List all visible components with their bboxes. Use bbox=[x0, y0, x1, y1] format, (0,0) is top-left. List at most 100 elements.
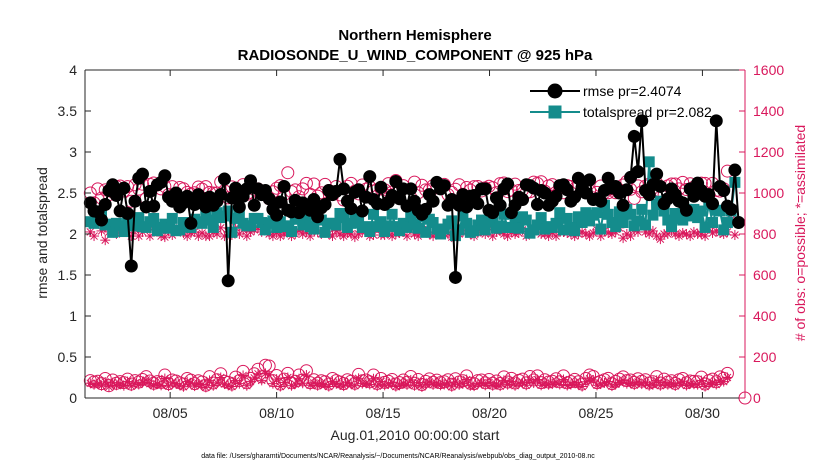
rmse-point bbox=[355, 204, 369, 218]
obs-assimilated-point bbox=[92, 378, 103, 389]
obs-assimilated-point bbox=[256, 375, 267, 386]
rmse-point bbox=[344, 202, 358, 216]
y2-tick-label: 1200 bbox=[753, 144, 784, 160]
obs-assimilated-point bbox=[655, 234, 666, 245]
y2-tick-label: 1600 bbox=[753, 62, 784, 78]
x-tick-label: 08/10 bbox=[259, 405, 294, 421]
totalspread-point bbox=[617, 217, 629, 229]
totalspread-point bbox=[595, 223, 607, 235]
obs-assimilated-point bbox=[89, 231, 100, 242]
totalspread-point bbox=[707, 217, 719, 229]
rmse-point bbox=[620, 183, 634, 197]
rmse-point bbox=[247, 198, 261, 212]
legend-label-totalspread: totalspread pr=2.082 bbox=[583, 104, 712, 120]
obs-assimilated-point bbox=[212, 377, 222, 388]
totalspread-point bbox=[222, 205, 234, 217]
rmse-point bbox=[583, 173, 597, 187]
obs-assimilated-point bbox=[279, 377, 290, 388]
x-tick-label: 08/20 bbox=[472, 405, 507, 421]
rmse-point bbox=[244, 174, 258, 188]
rmse-point bbox=[635, 114, 649, 128]
y-tick-label: 4 bbox=[69, 62, 77, 78]
totalspread-point bbox=[520, 214, 532, 226]
rmse-point bbox=[493, 198, 507, 212]
totalspread-point bbox=[330, 219, 342, 231]
rmse-point bbox=[135, 167, 149, 181]
obs-assimilated-point bbox=[204, 375, 215, 386]
obs-assimilated-point bbox=[305, 380, 316, 391]
rmse-point bbox=[530, 197, 544, 211]
y2-tick-label: 800 bbox=[753, 226, 777, 242]
y-tick-label: 0.5 bbox=[58, 349, 78, 365]
rmse-point bbox=[217, 172, 231, 186]
totalspread-point bbox=[695, 205, 707, 217]
rmse-point bbox=[147, 199, 161, 213]
obs-assimilated-point bbox=[722, 372, 733, 383]
y2-tick-label: 0 bbox=[753, 390, 761, 406]
rmse-point bbox=[437, 179, 451, 193]
rmse-point bbox=[184, 216, 198, 230]
totalspread-point bbox=[639, 219, 651, 231]
rmse-point bbox=[419, 202, 433, 216]
chart-subtitle: RADIOSONDE_U_WIND_COMPONENT @ 925 hPa bbox=[238, 47, 593, 64]
rmse-point bbox=[732, 216, 746, 230]
totalspread-point bbox=[561, 212, 573, 224]
rmse-point bbox=[706, 197, 720, 211]
rmse-point bbox=[124, 259, 138, 273]
y-tick-label: 0 bbox=[69, 390, 77, 406]
rmse-point bbox=[307, 193, 321, 207]
y2-tick-label: 400 bbox=[753, 308, 777, 324]
obs-assimilated-point bbox=[696, 375, 707, 386]
obs-assimilated-point bbox=[178, 381, 189, 392]
obs-assimilated-point bbox=[521, 380, 532, 391]
totalspread-point bbox=[721, 217, 733, 229]
totalspread-point bbox=[666, 221, 678, 233]
obs-assimilated-point bbox=[461, 374, 472, 385]
totalspread-point bbox=[535, 212, 547, 224]
rmse-point bbox=[169, 186, 183, 200]
rmse-point bbox=[478, 182, 492, 196]
obs-assimilated-point bbox=[700, 231, 711, 242]
obs-assimilated-point bbox=[364, 379, 375, 390]
rmse-point bbox=[98, 197, 112, 211]
rmse-point bbox=[158, 169, 172, 183]
obs-assimilated-point bbox=[159, 373, 170, 384]
obs-assimilated-point bbox=[282, 372, 293, 383]
totalspread-point bbox=[554, 207, 566, 219]
totalspread-point bbox=[207, 221, 219, 233]
legend: rmse pr=2.4074 totalspread pr=2.082 bbox=[530, 83, 712, 120]
totalspread-point bbox=[308, 223, 320, 235]
obs-assimilated-point bbox=[297, 378, 308, 389]
y2-tick-label: 1400 bbox=[753, 103, 784, 119]
totalspread-point bbox=[643, 156, 655, 168]
rmse-point bbox=[363, 170, 377, 184]
rmse-point bbox=[709, 114, 723, 128]
x-tick-label: 08/30 bbox=[685, 405, 720, 421]
obs-assimilated-point bbox=[301, 370, 312, 381]
obs-assimilated-point bbox=[651, 375, 662, 386]
obs-assimilated-point bbox=[156, 380, 167, 391]
rmse-point bbox=[616, 198, 630, 212]
rmse-point bbox=[650, 167, 664, 181]
y-axis-label: rmse and totalspread bbox=[34, 167, 50, 299]
x-tick-label: 08/05 bbox=[153, 405, 188, 421]
x-tick-label: 08/25 bbox=[578, 405, 613, 421]
obs-assimilated-point bbox=[577, 381, 588, 392]
rmse-point bbox=[724, 202, 738, 216]
rmse-point bbox=[627, 129, 641, 143]
obs-assimilated-point bbox=[200, 382, 211, 393]
y-tick-label: 2 bbox=[69, 226, 77, 242]
x-axis-label: Aug.01,2010 00:00:00 start bbox=[331, 427, 500, 443]
y-tick-label: 1 bbox=[69, 308, 77, 324]
rmse-point bbox=[270, 208, 284, 222]
y-tick-label: 3 bbox=[69, 144, 77, 160]
rmse-point bbox=[653, 179, 667, 193]
legend-marker-totalspread bbox=[548, 105, 562, 119]
obs-assimilated-point bbox=[368, 373, 379, 384]
y-tick-label: 3.5 bbox=[58, 103, 78, 119]
rmse-point bbox=[728, 163, 742, 177]
obs-assimilated-point bbox=[729, 230, 740, 241]
obs-assimilated-point bbox=[197, 379, 208, 390]
rmse-point bbox=[374, 180, 388, 194]
y2-axis-label: # of obs: o=possible; *=assimilated bbox=[792, 125, 808, 341]
